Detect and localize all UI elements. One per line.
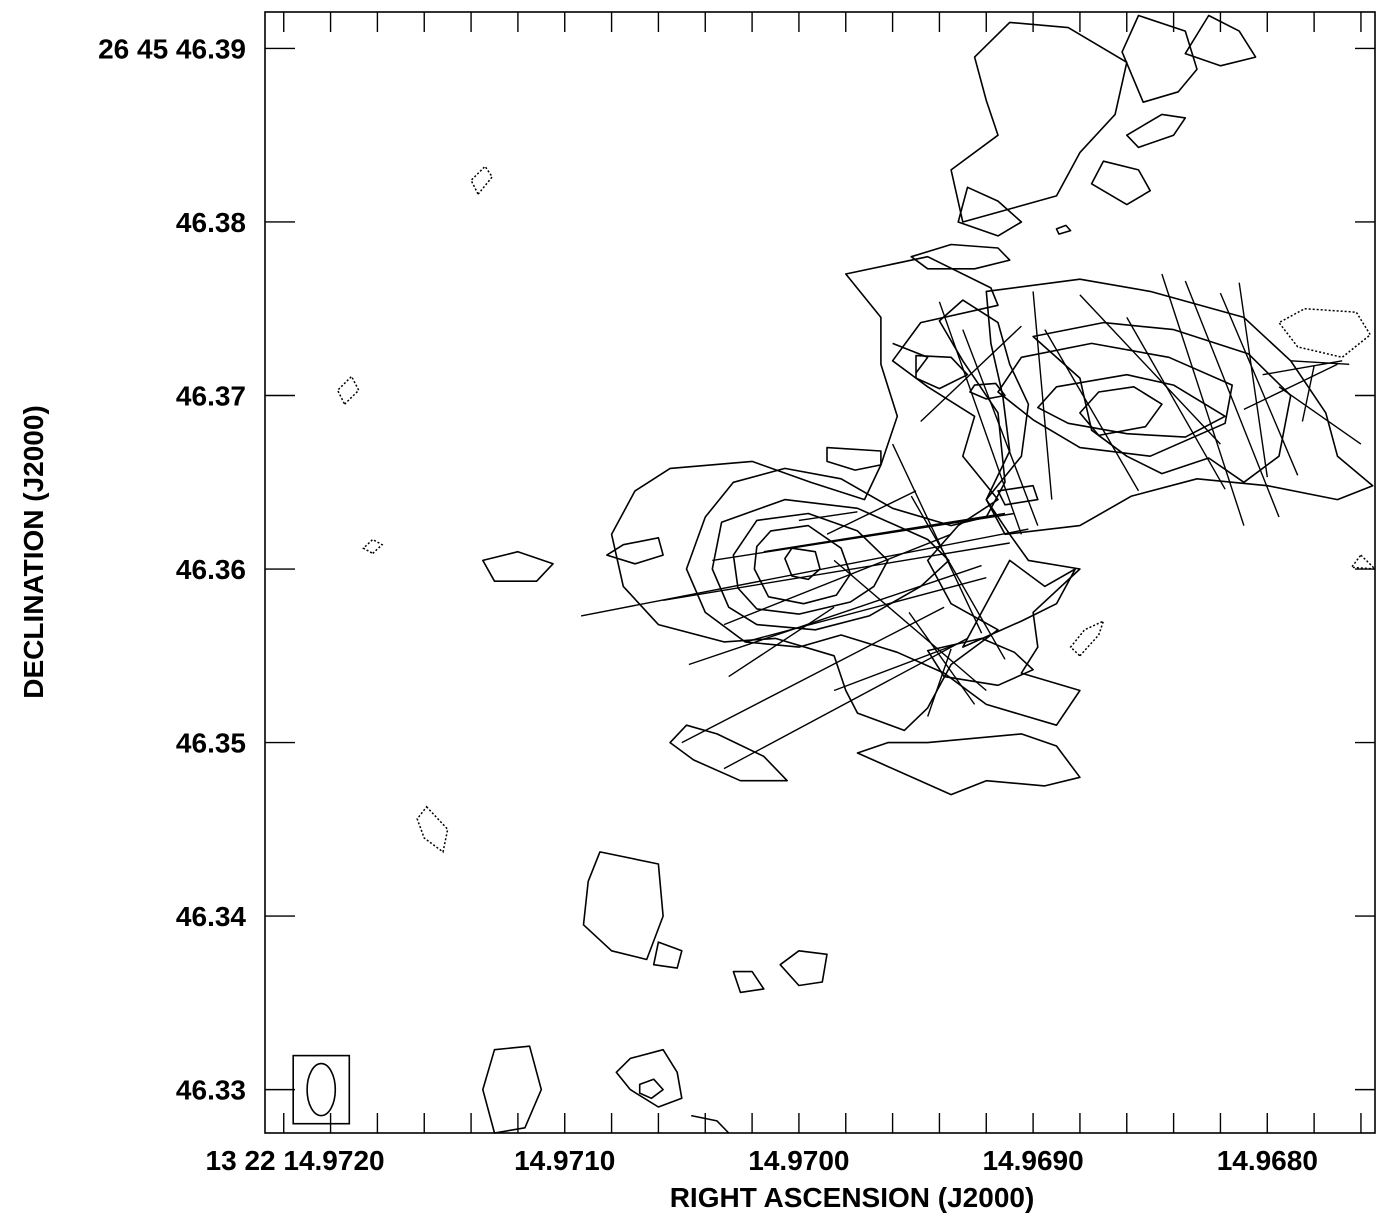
contour-line bbox=[753, 524, 852, 605]
polarization-vectors bbox=[580, 273, 1362, 770]
contour-line bbox=[1032, 321, 1292, 484]
x-tick-label: 13 22 14.9720 bbox=[206, 1145, 385, 1176]
plot-frame bbox=[264, 11, 1376, 1134]
contour-line bbox=[482, 550, 554, 582]
polarization-vector bbox=[908, 611, 976, 705]
polarization-vector bbox=[688, 564, 982, 666]
contour-line bbox=[826, 446, 882, 471]
contour-line bbox=[915, 354, 969, 390]
x-axis-title: RIGHT ASCENSION (J2000) bbox=[670, 1182, 1035, 1213]
polarization-vector bbox=[723, 637, 968, 770]
beam-ellipse bbox=[306, 1062, 337, 1117]
contour-line bbox=[1121, 14, 1198, 103]
polarization-vector bbox=[1301, 365, 1315, 422]
contour-line bbox=[1090, 160, 1151, 206]
polarization-vector bbox=[920, 325, 1022, 423]
contour-line bbox=[1037, 373, 1226, 438]
contour-line bbox=[1079, 386, 1163, 437]
contour-line bbox=[997, 342, 1233, 457]
y-tick-label: 46.38 bbox=[176, 207, 246, 238]
contour-line bbox=[997, 484, 1039, 506]
contour-line bbox=[856, 733, 1081, 796]
polarization-vector bbox=[927, 648, 952, 717]
contour-line bbox=[606, 537, 664, 565]
polarization-vector bbox=[744, 577, 987, 643]
polarization-vector bbox=[1126, 317, 1226, 490]
contour-line bbox=[892, 342, 929, 374]
negative-contour-line bbox=[336, 375, 360, 406]
contour-line bbox=[652, 941, 683, 969]
contour-line bbox=[482, 1045, 543, 1134]
contour-line bbox=[1126, 113, 1187, 149]
polarization-vector bbox=[1079, 294, 1221, 445]
x-tick-label: 14.9700 bbox=[748, 1145, 849, 1176]
x-tick-label: 14.9690 bbox=[982, 1145, 1083, 1176]
polarization-vector bbox=[1219, 292, 1299, 476]
negative-contour-line bbox=[1069, 619, 1105, 657]
polarization-vector bbox=[833, 641, 964, 692]
x-tick-labels: 13 22 14.9720 14.9710 14.9700 14.9690 14.968… bbox=[206, 1145, 1318, 1176]
y-tick-label: 46.33 bbox=[176, 1075, 246, 1106]
polarization-vector bbox=[833, 559, 987, 692]
negative-contours bbox=[336, 165, 1377, 854]
polarization-vector bbox=[723, 533, 952, 626]
polarization-vector bbox=[1278, 386, 1362, 445]
contour-line bbox=[950, 21, 1128, 223]
contour-line bbox=[711, 498, 950, 631]
polarization-vector bbox=[910, 495, 1006, 660]
y-tick-labels: 26 45 46.39 46.38 46.37 46.36 46.35 46.34 46.3… bbox=[98, 33, 246, 1105]
axis-ticks bbox=[265, 12, 1375, 1133]
polarization-vector bbox=[662, 542, 1010, 601]
polarization-vector bbox=[1262, 360, 1343, 376]
contour-line bbox=[910, 243, 1011, 270]
contour-line bbox=[957, 186, 1023, 237]
y-tick-label: 46.35 bbox=[176, 728, 246, 759]
polarization-vector bbox=[681, 606, 945, 744]
contour-line bbox=[784, 547, 821, 581]
polarization-vector bbox=[1044, 329, 1140, 492]
polarization-vector bbox=[1243, 363, 1338, 411]
polarization-vector bbox=[728, 606, 835, 678]
polarization-vector bbox=[712, 512, 1015, 562]
polarization-vector bbox=[1184, 280, 1280, 518]
polarization-vector bbox=[798, 511, 858, 522]
polarization-vector bbox=[938, 301, 1023, 535]
negative-contour-line bbox=[1350, 553, 1377, 570]
polarization-vector bbox=[1161, 273, 1245, 526]
contour-line bbox=[582, 851, 664, 961]
contour-line bbox=[638, 1078, 664, 1100]
y-tick-label: 46.36 bbox=[176, 554, 246, 585]
contour-line bbox=[962, 559, 1077, 648]
contour-line bbox=[610, 255, 999, 732]
polarization-vector bbox=[891, 443, 983, 634]
x-tick-label: 14.9680 bbox=[1217, 1145, 1318, 1176]
polarization-vector bbox=[1032, 291, 1053, 500]
polarization-vector bbox=[580, 528, 1029, 617]
contour-line bbox=[615, 1048, 683, 1108]
y-axis-title: DECLINATION (J2000) bbox=[18, 405, 49, 699]
contour-line bbox=[691, 1114, 730, 1134]
contour-line bbox=[779, 950, 828, 987]
contour-line bbox=[732, 970, 765, 994]
contour-line bbox=[669, 724, 788, 782]
negative-contour-line bbox=[362, 538, 384, 555]
polarization-vector bbox=[962, 329, 1039, 526]
contour-line bbox=[1184, 14, 1257, 67]
y-tick-label: 46.34 bbox=[176, 901, 246, 932]
y-tick-label: 26 45 46.39 bbox=[98, 33, 246, 64]
negative-contour-line bbox=[416, 805, 449, 854]
x-tick-label: 14.9710 bbox=[514, 1145, 615, 1176]
contour-line bbox=[732, 512, 889, 615]
y-tick-label: 46.37 bbox=[176, 381, 246, 412]
polarization-vector bbox=[763, 512, 1006, 553]
polarization-vector bbox=[826, 490, 917, 535]
contour-line bbox=[1055, 224, 1072, 235]
polarization-vector bbox=[1238, 282, 1268, 478]
polarization-vector bbox=[1290, 360, 1350, 365]
